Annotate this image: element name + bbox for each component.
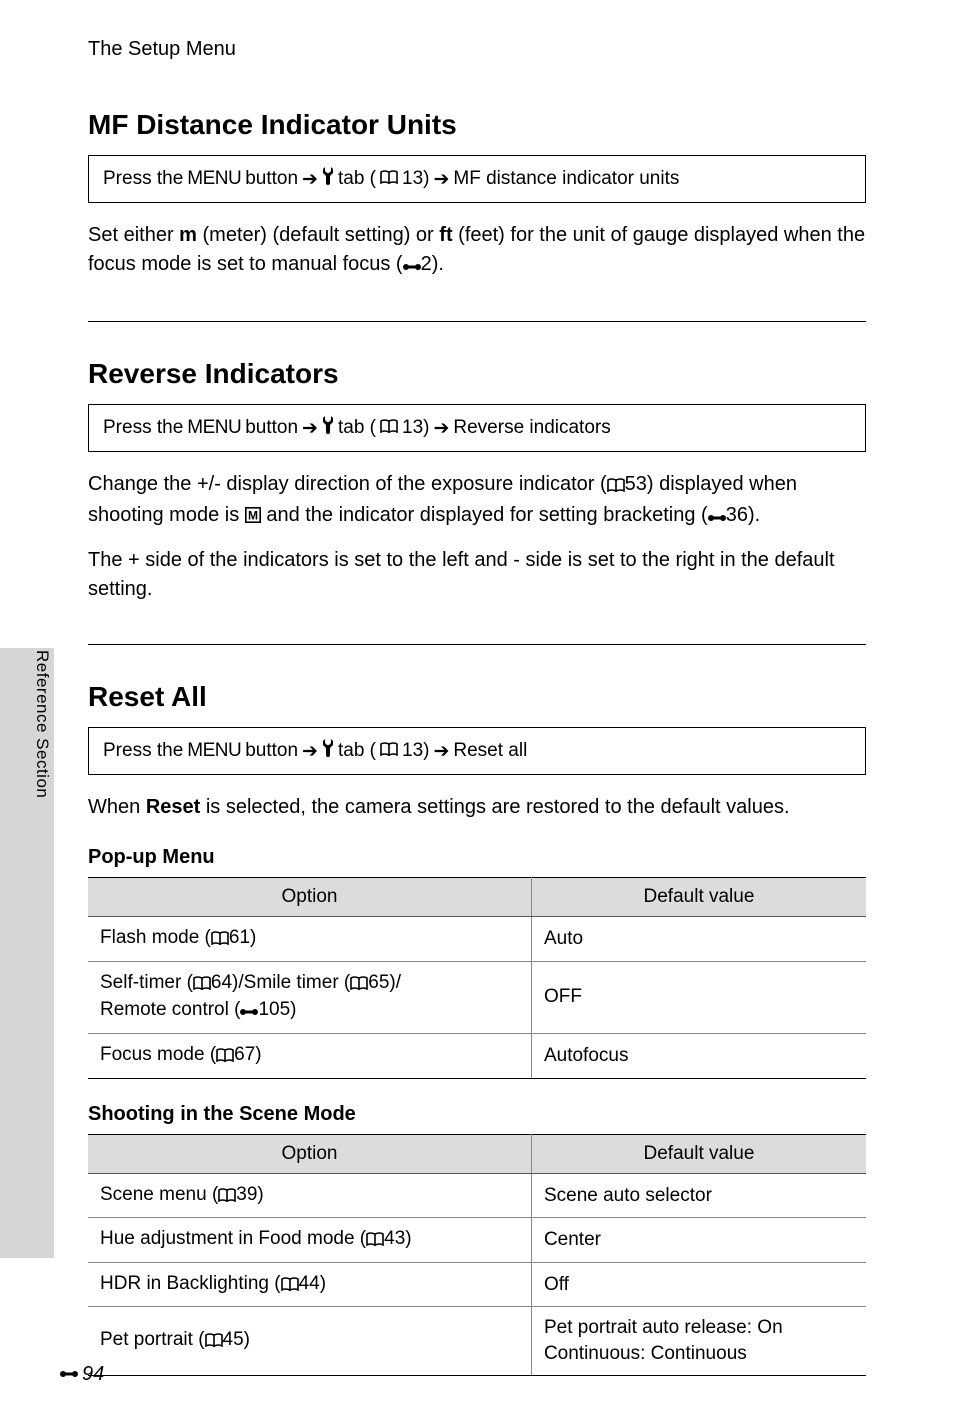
col-header: Option — [88, 1134, 531, 1173]
cell-value: OFF — [531, 961, 866, 1033]
bc-text: Press the — [103, 168, 183, 190]
bc-text: Press the — [103, 740, 183, 762]
breadcrumb-mf: Press the MENU button ➔ tab ( 13) ➔ MF d… — [88, 155, 866, 203]
breadcrumb-reset: Press the MENU button ➔ tab ( 13) ➔ Rese… — [88, 727, 866, 775]
table-row: Focus mode (67) Autofocus — [88, 1033, 866, 1078]
paragraph: Set either m (meter) (default setting) o… — [88, 221, 866, 281]
table-row: Hue adjustment in Food mode (43) Center — [88, 1218, 866, 1263]
dumbbell-icon — [708, 503, 726, 532]
cell-value: Pet portrait auto release: On Continuous… — [531, 1307, 866, 1375]
bc-text: Reset all — [453, 740, 527, 762]
dumbbell-icon — [60, 1363, 80, 1386]
book-icon — [380, 417, 398, 439]
cell-value: Center — [531, 1218, 866, 1263]
dumbbell-icon — [240, 999, 258, 1025]
cell-value: Scene auto selector — [531, 1173, 866, 1218]
divider — [88, 644, 866, 645]
book-icon — [281, 1273, 299, 1299]
page-header: The Setup Menu — [88, 38, 866, 61]
page-footer: 94 — [60, 1363, 104, 1386]
wrench-icon — [322, 738, 334, 764]
page-number: 94 — [82, 1363, 104, 1386]
wrench-icon — [322, 166, 334, 192]
table-row: Self-timer (64)/Smile timer (65)/Remote … — [88, 961, 866, 1033]
bc-text: button — [245, 740, 298, 762]
book-icon — [607, 472, 625, 501]
dumbbell-icon — [403, 252, 421, 281]
cell-option: Hue adjustment in Food mode (43) — [88, 1218, 531, 1263]
book-icon — [193, 972, 211, 998]
paragraph: Change the +/- display direction of the … — [88, 470, 866, 532]
arrow-icon: ➔ — [302, 168, 318, 191]
bc-text: 13) — [402, 417, 429, 439]
paragraph: The + side of the indicators is set to t… — [88, 546, 866, 604]
arrow-icon: ➔ — [433, 740, 449, 763]
arrow-icon: ➔ — [302, 740, 318, 763]
cell-option: Focus mode (67) — [88, 1033, 531, 1078]
bc-text: button — [245, 417, 298, 439]
mode-m-icon — [245, 503, 261, 532]
menu-label: MENU — [187, 168, 241, 190]
bc-text: MF distance indicator units — [453, 168, 679, 190]
book-icon — [205, 1329, 223, 1355]
arrow-icon: ➔ — [433, 168, 449, 191]
book-icon — [211, 927, 229, 953]
cell-option: Pet portrait (45) — [88, 1307, 531, 1375]
bc-text: Reverse indicators — [453, 417, 610, 439]
cell-option: Scene menu (39) — [88, 1173, 531, 1218]
table-title: Pop-up Menu — [88, 846, 866, 869]
cell-value: Autofocus — [531, 1033, 866, 1078]
arrow-icon: ➔ — [302, 417, 318, 440]
paragraph: When Reset is selected, the camera setti… — [88, 793, 866, 822]
divider — [88, 321, 866, 322]
col-header: Default value — [531, 1134, 866, 1173]
menu-label: MENU — [187, 740, 241, 762]
book-icon — [380, 168, 398, 190]
bc-text: 13) — [402, 168, 429, 190]
table-popup-menu: Option Default value Flash mode (61) Aut… — [88, 877, 866, 1079]
bc-text: Press the — [103, 417, 183, 439]
bc-text: button — [245, 168, 298, 190]
cell-value: Auto — [531, 917, 866, 962]
table-row: Scene menu (39) Scene auto selector — [88, 1173, 866, 1218]
arrow-icon: ➔ — [433, 417, 449, 440]
wrench-icon — [322, 415, 334, 441]
cell-option: Self-timer (64)/Smile timer (65)/Remote … — [88, 961, 531, 1033]
heading-reset: Reset All — [88, 681, 866, 713]
bc-text: tab ( — [338, 740, 376, 762]
table-row: Flash mode (61) Auto — [88, 917, 866, 962]
table-title: Shooting in the Scene Mode — [88, 1103, 866, 1126]
breadcrumb-reverse: Press the MENU button ➔ tab ( 13) ➔ Reve… — [88, 404, 866, 452]
table-row: HDR in Backlighting (44) Off — [88, 1262, 866, 1307]
bc-text: tab ( — [338, 168, 376, 190]
book-icon — [350, 972, 368, 998]
bc-text: tab ( — [338, 417, 376, 439]
col-header: Option — [88, 878, 531, 917]
book-icon — [216, 1044, 234, 1070]
cell-value: Off — [531, 1262, 866, 1307]
book-icon — [218, 1184, 236, 1210]
col-header: Default value — [531, 878, 866, 917]
cell-option: HDR in Backlighting (44) — [88, 1262, 531, 1307]
book-icon — [366, 1228, 384, 1254]
cell-option: Flash mode (61) — [88, 917, 531, 962]
book-icon — [380, 740, 398, 762]
side-section-label: Reference Section — [32, 650, 52, 798]
heading-mf-distance: MF Distance Indicator Units — [88, 109, 866, 141]
bc-text: 13) — [402, 740, 429, 762]
heading-reverse: Reverse Indicators — [88, 358, 866, 390]
menu-label: MENU — [187, 417, 241, 439]
table-row: Pet portrait (45) Pet portrait auto rele… — [88, 1307, 866, 1375]
table-scene-mode: Option Default value Scene menu (39) Sce… — [88, 1134, 866, 1376]
